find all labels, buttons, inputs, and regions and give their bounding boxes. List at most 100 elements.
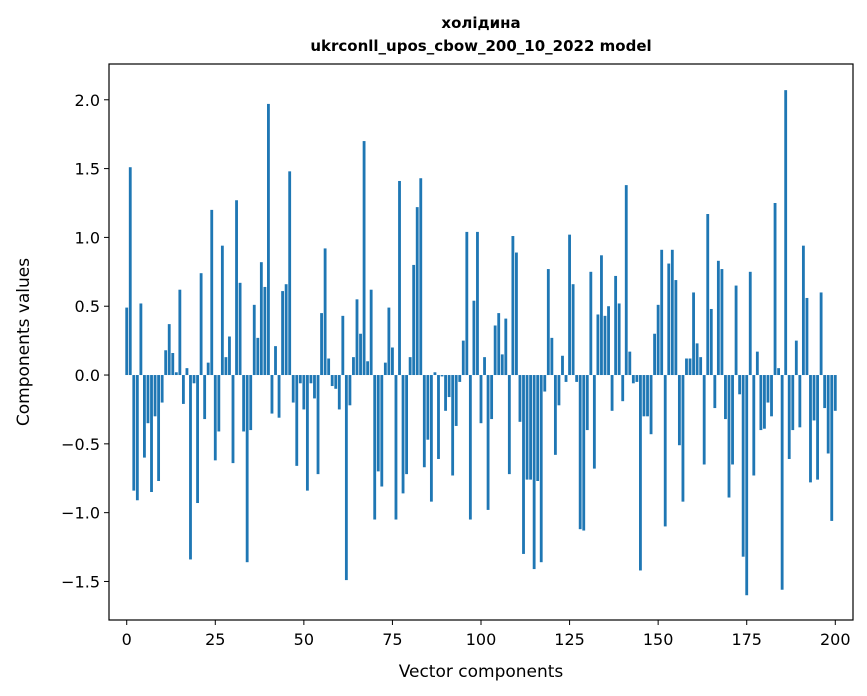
bar — [745, 375, 749, 596]
bar — [220, 245, 224, 376]
bar — [256, 337, 260, 376]
bar — [419, 178, 423, 376]
bar — [766, 375, 770, 403]
bar — [196, 375, 199, 504]
x-tick-label: 75 — [382, 630, 402, 649]
bar — [440, 375, 444, 377]
bar — [447, 375, 451, 398]
bar — [617, 303, 621, 376]
x-tick-label: 175 — [731, 630, 762, 649]
bar — [224, 357, 228, 376]
bar — [571, 284, 575, 376]
bar — [564, 375, 568, 382]
bar — [323, 248, 327, 376]
bar — [525, 375, 529, 480]
bar — [596, 314, 600, 376]
bar — [281, 291, 285, 376]
bar — [337, 375, 341, 410]
bar — [507, 375, 511, 475]
bar — [171, 353, 175, 376]
bar — [270, 375, 274, 414]
bar — [515, 252, 518, 376]
bar — [366, 361, 370, 376]
bar — [667, 263, 671, 376]
bar — [125, 307, 129, 376]
bar — [582, 375, 586, 531]
bar — [823, 375, 827, 409]
bar — [231, 375, 235, 464]
bar — [267, 103, 270, 376]
bar — [185, 368, 189, 376]
bar — [716, 260, 720, 376]
bar — [245, 375, 249, 563]
x-tick-label: 150 — [643, 630, 674, 649]
bar — [610, 375, 614, 411]
bar — [713, 375, 717, 409]
bar — [794, 340, 798, 376]
y-tick-label: −1.5 — [61, 572, 100, 591]
bar — [479, 375, 483, 424]
bar — [461, 340, 465, 376]
bar — [327, 358, 331, 376]
bar — [539, 375, 543, 563]
bar — [763, 375, 766, 429]
bar — [621, 375, 625, 402]
bar — [511, 236, 515, 376]
bar — [178, 289, 182, 376]
bar — [259, 262, 263, 376]
bar — [313, 375, 316, 399]
bar — [330, 375, 334, 387]
bar — [741, 375, 745, 557]
bar — [603, 315, 607, 376]
bar — [635, 375, 639, 382]
bar — [387, 307, 391, 376]
x-tick-label: 50 — [294, 630, 314, 649]
bar — [607, 306, 610, 376]
bar — [798, 375, 802, 428]
bar — [164, 350, 168, 376]
bar — [391, 347, 394, 376]
bar — [670, 249, 674, 376]
bar — [819, 292, 823, 376]
bar — [631, 375, 635, 384]
bar — [369, 289, 373, 376]
bar — [543, 375, 547, 392]
bar — [305, 375, 309, 491]
x-tick-label: 25 — [205, 630, 225, 649]
bar — [468, 375, 472, 520]
bar — [759, 375, 763, 431]
bar — [550, 337, 554, 376]
x-axis-label: Vector components — [399, 662, 564, 682]
bar — [394, 375, 398, 520]
bar — [355, 299, 359, 376]
bar — [695, 343, 699, 376]
y-tick-label: 2.0 — [75, 91, 100, 110]
bar — [486, 375, 490, 510]
bar — [334, 375, 338, 389]
bar — [677, 375, 681, 446]
bar — [143, 375, 146, 458]
bar — [791, 375, 795, 431]
bar — [685, 358, 688, 376]
bar — [561, 355, 564, 376]
y-tick-label: 0.5 — [75, 297, 100, 316]
bar — [160, 375, 164, 403]
bar — [174, 372, 178, 376]
bar — [291, 375, 295, 403]
bar — [557, 375, 561, 406]
bar — [702, 375, 706, 465]
bar — [699, 357, 703, 376]
y-tick-label: −0.5 — [61, 435, 100, 454]
bar — [348, 375, 352, 406]
plot-frame — [108, 63, 854, 621]
bar — [656, 304, 660, 376]
bar — [709, 308, 713, 376]
bar — [238, 282, 242, 376]
x-tick-label: 125 — [554, 630, 585, 649]
bar — [624, 185, 628, 376]
bar — [252, 304, 256, 376]
bar — [320, 313, 323, 376]
bar — [181, 375, 185, 404]
bar — [518, 375, 522, 422]
bar — [362, 141, 366, 376]
